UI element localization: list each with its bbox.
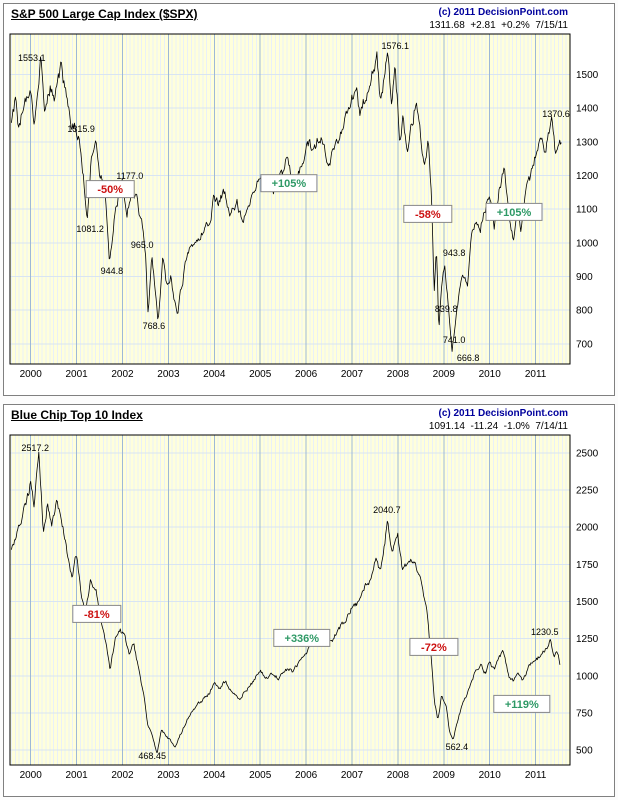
y-tick-label: 800 bbox=[576, 306, 593, 317]
y-tick-label: 750 bbox=[576, 708, 593, 719]
x-tick-label: 2010 bbox=[479, 770, 502, 781]
bluechip-copyright-text: (c) 2011 DecisionPoint.com bbox=[438, 408, 569, 419]
swing-label: 2040.7 bbox=[373, 505, 401, 515]
x-tick-label: 2003 bbox=[157, 369, 180, 380]
x-tick-label: 2002 bbox=[111, 369, 134, 380]
callout-label: +119% bbox=[505, 699, 539, 711]
callout-label: +105% bbox=[272, 178, 307, 190]
spx-chart-panel: 700 800 900 1000 1100 1200 1300 1400 1500 2000 200… bbox=[3, 3, 615, 396]
spx-copyright-text: (c) 2011 DecisionPoint.com bbox=[438, 7, 569, 18]
swing-label: 839.8 bbox=[435, 304, 458, 314]
callout-label: -81% bbox=[84, 609, 110, 621]
plot-border bbox=[9, 33, 571, 365]
swing-label: 666.8 bbox=[457, 353, 480, 363]
callout-box bbox=[72, 604, 122, 623]
x-tick-label: 2003 bbox=[157, 770, 180, 781]
callout-box bbox=[85, 180, 135, 199]
y-tick-label: 900 bbox=[576, 272, 593, 283]
swing-label: 1315.9 bbox=[67, 124, 95, 134]
y-tick-label: 700 bbox=[576, 339, 593, 350]
callout-label: +336% bbox=[285, 633, 320, 645]
spx-quote-line: 1311.68 +2.81 +0.2% 7/15/11 bbox=[429, 20, 568, 31]
x-tick-label: 2000 bbox=[20, 369, 43, 380]
swing-label: 1081.2 bbox=[76, 224, 104, 234]
x-tick-label: 2002 bbox=[111, 770, 134, 781]
y-tick-label: 2250 bbox=[576, 486, 599, 497]
y-tick-label: 2500 bbox=[576, 448, 599, 459]
x-tick-label: 2000 bbox=[20, 770, 43, 781]
callout-box bbox=[273, 628, 331, 647]
x-tick-label: 2011 bbox=[525, 369, 547, 380]
bluechip-chart-title: Blue Chip Top 10 Index bbox=[11, 408, 143, 422]
y-tick-label: 1200 bbox=[576, 171, 599, 182]
x-tick-label: 2010 bbox=[479, 369, 502, 380]
swing-label: 1553.1 bbox=[18, 53, 46, 63]
x-tick-label: 2001 bbox=[65, 770, 88, 781]
callout-label: -50% bbox=[97, 184, 123, 196]
y-tick-label: 1750 bbox=[576, 560, 599, 571]
x-tick-label: 2004 bbox=[203, 369, 226, 380]
x-tick-label: 2006 bbox=[295, 369, 318, 380]
y-tick-label: 1000 bbox=[576, 238, 599, 249]
swing-label: 2517.2 bbox=[21, 443, 49, 453]
x-tick-label: 2001 bbox=[65, 369, 88, 380]
swing-label: 1177.0 bbox=[116, 171, 143, 181]
x-tick-label: 2007 bbox=[341, 369, 364, 380]
callout-box bbox=[493, 694, 551, 713]
y-tick-label: 1250 bbox=[576, 634, 599, 645]
swing-label: 562.4 bbox=[446, 742, 469, 752]
y-tick-label: 1500 bbox=[576, 597, 599, 608]
y-tick-label: 1000 bbox=[576, 671, 599, 682]
x-tick-label: 2005 bbox=[249, 770, 272, 781]
swing-label: 768.6 bbox=[143, 321, 166, 331]
swing-label: 741.0 bbox=[443, 335, 466, 345]
x-tick-label: 2009 bbox=[433, 770, 456, 781]
swing-label: 1370.6 bbox=[542, 109, 570, 119]
bluechip-chart-panel: 500 750 1000 1250 1500 1750 2000 2250 2500 2000 20… bbox=[3, 404, 615, 797]
price-line bbox=[11, 451, 561, 753]
callout-box bbox=[260, 174, 318, 193]
callout-label: +105% bbox=[497, 207, 532, 219]
x-tick-label: 2009 bbox=[433, 369, 456, 380]
plot-border bbox=[9, 434, 571, 766]
x-tick-label: 2006 bbox=[295, 770, 318, 781]
bluechip-price-chart: 500 750 1000 1250 1500 1750 2000 2250 2500 2000 20… bbox=[9, 434, 599, 781]
x-tick-label: 2005 bbox=[249, 369, 272, 380]
swing-label: 944.8 bbox=[101, 266, 124, 276]
x-tick-label: 2008 bbox=[387, 369, 410, 380]
x-tick-label: 2011 bbox=[525, 770, 547, 781]
x-tick-label: 2007 bbox=[341, 770, 364, 781]
callout-box bbox=[403, 204, 453, 223]
swing-label: 468.45 bbox=[138, 751, 166, 761]
y-tick-label: 1300 bbox=[576, 137, 599, 148]
spx-chart-title: S&P 500 Large Cap Index ($SPX) bbox=[11, 7, 198, 21]
callout-label: -58% bbox=[415, 209, 441, 221]
y-tick-label: 2000 bbox=[576, 523, 599, 534]
bluechip-quote-line: 1091.14 -11.24 -1.0% 7/14/11 bbox=[428, 421, 568, 432]
x-tick-label: 2004 bbox=[203, 770, 226, 781]
swing-label: 965.0 bbox=[131, 240, 154, 250]
swing-label: 1230.5 bbox=[531, 627, 559, 637]
spx-price-chart: 700 800 900 1000 1100 1200 1300 1400 1500 2000 200… bbox=[9, 33, 599, 380]
y-tick-label: 1100 bbox=[576, 205, 598, 216]
swing-label: 1576.1 bbox=[382, 41, 410, 51]
y-tick-label: 1500 bbox=[576, 70, 599, 81]
callout-box bbox=[409, 637, 459, 656]
callout-box bbox=[485, 202, 543, 221]
y-tick-label: 1400 bbox=[576, 104, 599, 115]
x-tick-label: 2008 bbox=[387, 770, 410, 781]
y-tick-label: 500 bbox=[576, 746, 593, 757]
callout-label: -72% bbox=[421, 642, 447, 654]
swing-label: 943.8 bbox=[443, 248, 466, 258]
